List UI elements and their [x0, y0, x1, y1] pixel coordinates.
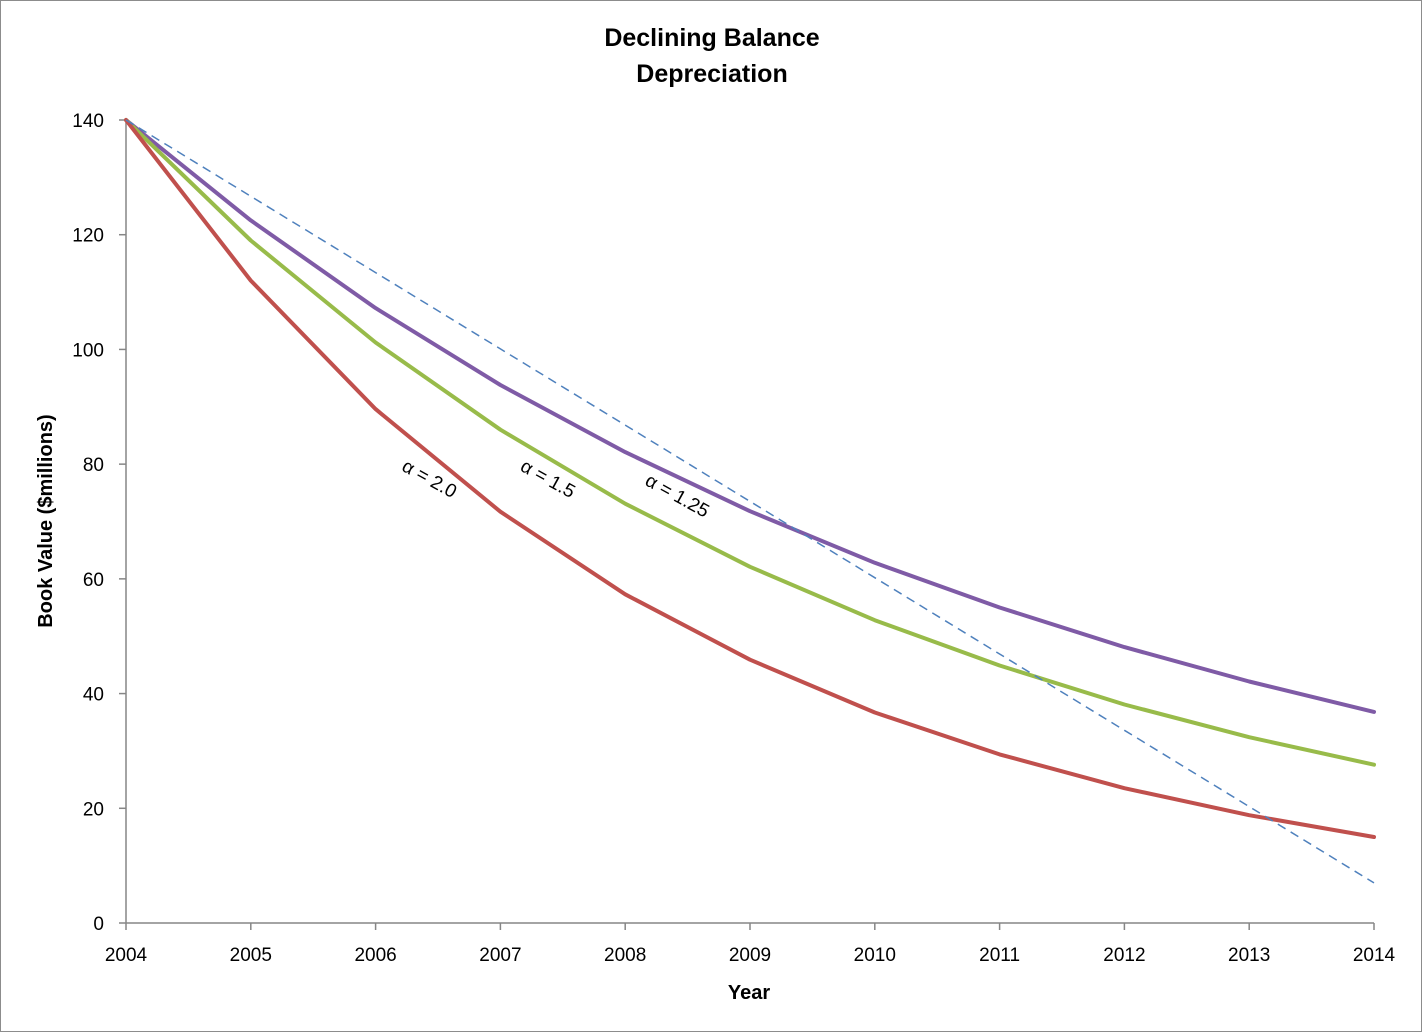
annotation-2: α = 1.5	[517, 456, 579, 503]
y-tick-label: 20	[83, 799, 104, 820]
x-tick-label: 2014	[1353, 945, 1396, 966]
x-tick-label: 2004	[105, 945, 148, 966]
y-tick-label: 60	[83, 570, 104, 591]
series-line-2	[124, 118, 1376, 767]
x-axis-title: Year	[728, 982, 770, 1004]
series-line-3	[124, 118, 1376, 839]
series-line-1	[124, 118, 1376, 714]
x-tick-label: 2006	[354, 945, 396, 966]
x-tick-label: 2007	[479, 945, 521, 966]
y-tick-label: 140	[72, 111, 104, 132]
y-axis-ticks: 0 20 40 60 80 100 120 140	[72, 111, 126, 935]
series-lines	[124, 118, 1376, 884]
y-tick-label: 80	[83, 455, 104, 476]
x-tick-label: 2012	[1103, 945, 1145, 966]
x-tick-label: 2011	[979, 945, 1020, 966]
y-tick-label: 0	[93, 914, 104, 935]
x-tick-label: 2010	[854, 945, 896, 966]
annotation-1: α = 2.0	[398, 456, 460, 503]
y-tick-label: 120	[72, 226, 104, 247]
y-tick-label: 100	[72, 340, 104, 361]
x-tick-label: 2013	[1228, 945, 1270, 966]
chart-title-line-2: Depreciation	[636, 60, 787, 88]
x-tick-label: 2005	[230, 945, 272, 966]
x-tick-label: 2009	[729, 945, 771, 966]
chart-title: Declining Balance Depreciation	[604, 24, 819, 88]
x-tick-label: 2008	[604, 945, 646, 966]
x-axis-ticks: 2004 2005 2006 2007 2008 2009 2010 2011 2012 2013…	[105, 923, 1396, 966]
y-axis-title: Book Value ($millions)	[35, 414, 57, 627]
chart-title-line-1: Declining Balance	[604, 24, 819, 52]
y-tick-label: 40	[83, 685, 104, 706]
series-line-4	[125, 119, 1375, 884]
